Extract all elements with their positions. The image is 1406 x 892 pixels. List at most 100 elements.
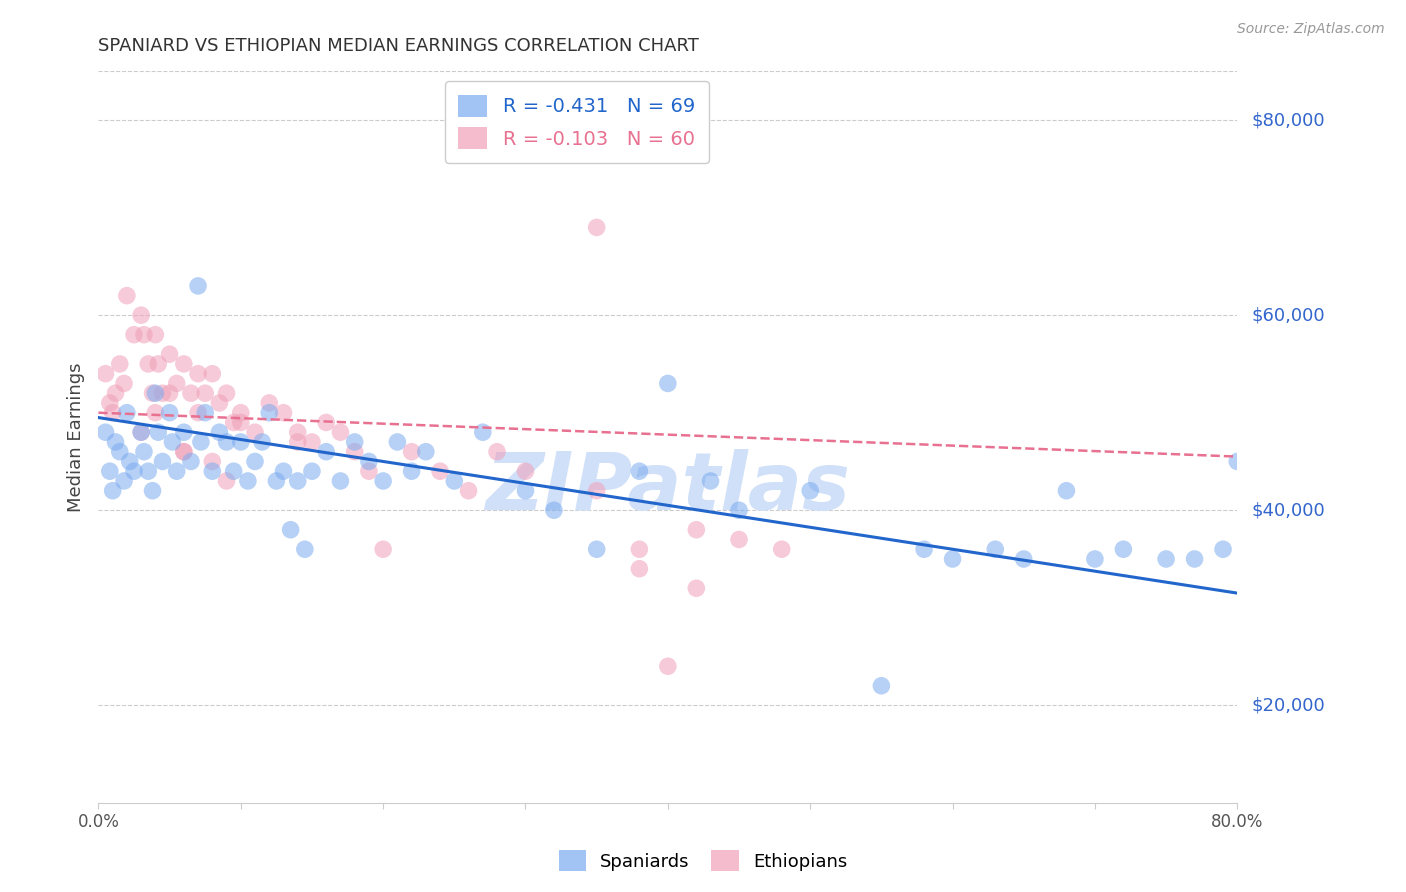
Point — [387, 434, 409, 449]
Point — [912, 542, 935, 557]
Point — [259, 406, 281, 420]
Point — [266, 474, 288, 488]
Point — [273, 464, 295, 478]
Point — [173, 425, 195, 440]
Point — [415, 444, 437, 458]
Point — [699, 474, 721, 488]
Point — [108, 357, 131, 371]
Point — [429, 464, 451, 478]
Point — [208, 396, 231, 410]
Point — [215, 474, 238, 488]
Point — [1056, 483, 1078, 498]
Point — [1154, 552, 1177, 566]
Point — [1212, 542, 1234, 557]
Point — [243, 454, 266, 468]
Text: $80,000: $80,000 — [1251, 112, 1324, 129]
Point — [457, 483, 479, 498]
Point — [628, 542, 651, 557]
Point — [208, 425, 231, 440]
Point — [343, 434, 366, 449]
Point — [401, 464, 423, 478]
Legend: Spaniards, Ethiopians: Spaniards, Ethiopians — [551, 843, 855, 879]
Point — [243, 425, 266, 440]
Point — [259, 396, 281, 410]
Point — [145, 327, 167, 342]
Point — [94, 367, 117, 381]
Point — [942, 552, 965, 566]
Point — [173, 357, 195, 371]
Point — [229, 406, 252, 420]
Point — [301, 434, 323, 449]
Point — [112, 474, 135, 488]
Point — [187, 367, 209, 381]
Point — [129, 308, 152, 322]
Point — [173, 444, 195, 458]
Point — [357, 464, 380, 478]
Point — [98, 396, 121, 410]
Point — [187, 406, 209, 420]
Point — [166, 464, 188, 478]
Point — [115, 406, 138, 420]
Text: ZIPatlas: ZIPatlas — [485, 450, 851, 527]
Point — [129, 425, 152, 440]
Point — [132, 327, 155, 342]
Point — [486, 444, 509, 458]
Point — [728, 503, 751, 517]
Point — [222, 416, 245, 430]
Point — [222, 464, 245, 478]
Point — [201, 454, 224, 468]
Point — [685, 581, 707, 595]
Point — [98, 464, 121, 478]
Point — [329, 474, 352, 488]
Point — [145, 386, 167, 401]
Point — [145, 406, 167, 420]
Point — [657, 376, 679, 391]
Point — [173, 444, 195, 458]
Point — [152, 386, 174, 401]
Text: $60,000: $60,000 — [1251, 306, 1324, 324]
Point — [215, 386, 238, 401]
Point — [162, 434, 184, 449]
Point — [657, 659, 679, 673]
Point — [280, 523, 302, 537]
Point — [152, 454, 174, 468]
Point — [136, 464, 159, 478]
Point — [1184, 552, 1206, 566]
Point — [166, 376, 188, 391]
Point — [236, 474, 259, 488]
Point — [129, 425, 152, 440]
Point — [159, 406, 181, 420]
Y-axis label: Median Earnings: Median Earnings — [66, 362, 84, 512]
Point — [194, 406, 217, 420]
Point — [685, 523, 707, 537]
Point — [799, 483, 821, 498]
Point — [180, 386, 202, 401]
Point — [1226, 454, 1249, 468]
Point — [329, 425, 352, 440]
Point — [515, 464, 537, 478]
Point — [159, 386, 181, 401]
Point — [628, 464, 651, 478]
Point — [180, 454, 202, 468]
Point — [201, 464, 224, 478]
Point — [373, 474, 395, 488]
Point — [141, 483, 163, 498]
Point — [294, 542, 316, 557]
Point — [443, 474, 465, 488]
Point — [287, 425, 309, 440]
Point — [870, 679, 893, 693]
Text: SPANIARD VS ETHIOPIAN MEDIAN EARNINGS CORRELATION CHART: SPANIARD VS ETHIOPIAN MEDIAN EARNINGS CO… — [98, 37, 699, 54]
Point — [471, 425, 494, 440]
Point — [115, 288, 138, 302]
Point — [357, 454, 380, 468]
Text: $40,000: $40,000 — [1251, 501, 1324, 519]
Point — [104, 386, 127, 401]
Point — [148, 425, 170, 440]
Point — [287, 474, 309, 488]
Point — [194, 386, 217, 401]
Point — [187, 279, 209, 293]
Point — [250, 434, 273, 449]
Point — [1012, 552, 1035, 566]
Point — [201, 367, 224, 381]
Point — [148, 357, 170, 371]
